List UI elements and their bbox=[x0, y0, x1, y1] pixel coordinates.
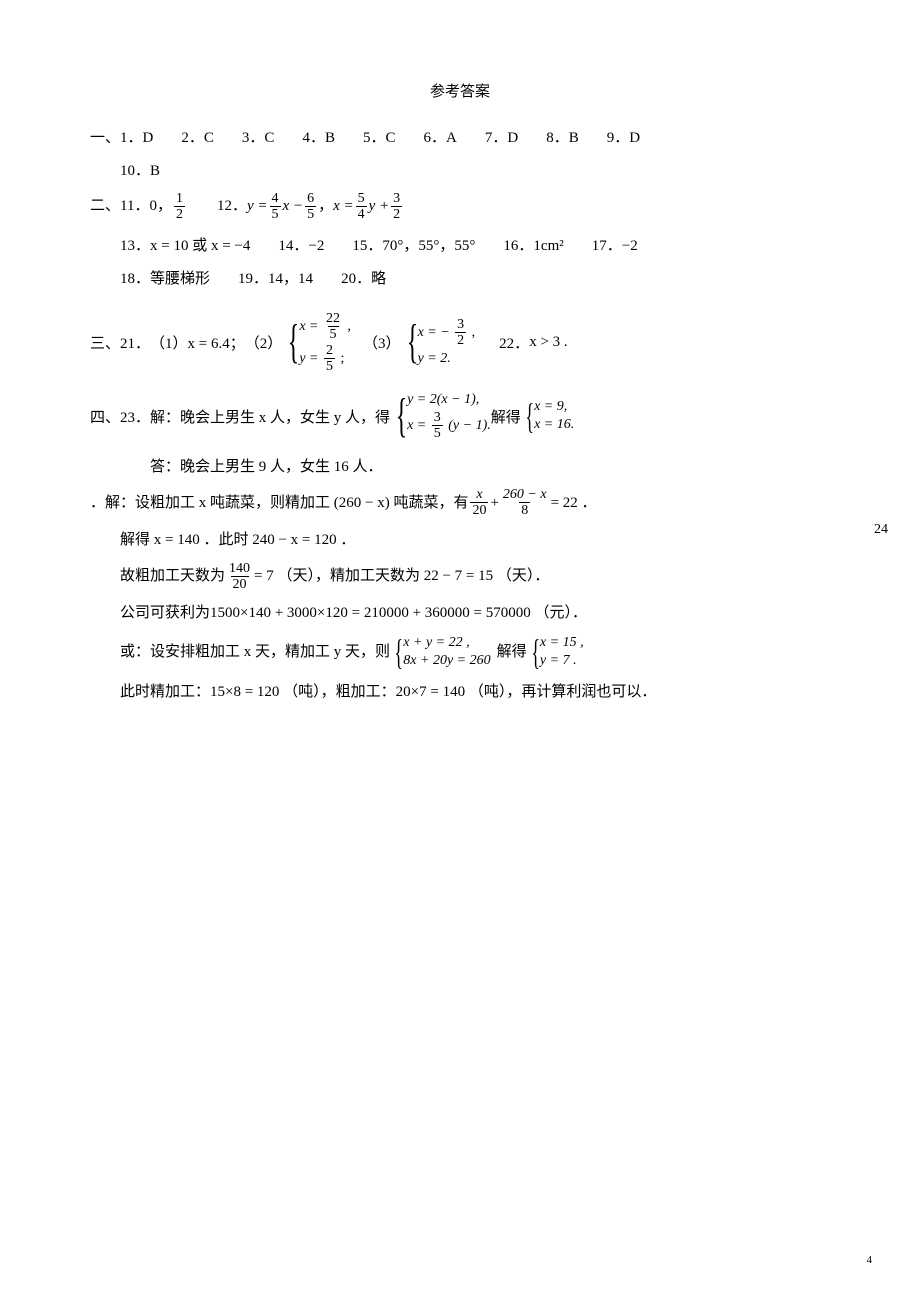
q12-label: 12． bbox=[217, 193, 247, 220]
q21-label: 21． bbox=[120, 332, 150, 353]
q7: 7．D bbox=[485, 125, 518, 152]
section-2-label: 二、 bbox=[90, 193, 120, 220]
q12-frac3: 5 4 bbox=[356, 191, 367, 223]
q16-label: 16． bbox=[503, 233, 533, 260]
q13-ans: x = 10 或 x = −4 bbox=[150, 233, 250, 260]
q8: 8．B bbox=[546, 125, 579, 152]
q12-frac2: 6 5 bbox=[305, 191, 316, 223]
q12-frac1: 4 5 bbox=[270, 191, 281, 223]
q15-label: 15． bbox=[352, 233, 382, 260]
q14-ans: −2 bbox=[308, 233, 324, 260]
q24-l6: 此时精加工：15×8 = 120 （吨），粗加工：20×7 = 140 （吨），… bbox=[90, 677, 830, 707]
q18-ans: 等腰梯形 bbox=[150, 266, 210, 293]
q21-p3-label: （3） bbox=[363, 332, 401, 353]
q17-label: 17． bbox=[592, 233, 622, 260]
section-3-row: 三、 21． （1） x = 6.4； （2） { x = 225 , y = … bbox=[90, 311, 830, 375]
section-2-row-1: 二、 11． 0， 1 2 12． y = 4 5 x − 6 5 ， x = … bbox=[90, 191, 830, 223]
section-3-label: 三、 bbox=[90, 332, 120, 353]
q23-text: 解：晚会上男生 x 人，女生 y 人，得 bbox=[150, 406, 390, 427]
q24-l3: 故粗加工天数为 14020 = 7 （天），精加工天数为 22 − 7 = 15… bbox=[90, 561, 830, 593]
q24-l2: 解得 x = 140 ．此时 240 − x = 120 ． bbox=[90, 525, 830, 555]
q1: 1．D bbox=[120, 125, 153, 152]
q24-l1: ．解：设粗加工 x 吨蔬菜，则精加工 (260 − x) 吨蔬菜，有 x20 +… bbox=[90, 487, 830, 519]
note-24: 24 bbox=[874, 522, 888, 538]
q4: 4．B bbox=[302, 125, 335, 152]
q21-p3-brace: { x = − 32 , y = 2. bbox=[401, 317, 476, 368]
q12-comma: ， bbox=[318, 193, 333, 220]
q19-label: 19． bbox=[238, 266, 268, 293]
q12-eq1-pre: y = bbox=[247, 193, 268, 220]
q6: 6．A bbox=[424, 125, 457, 152]
q18-label: 18． bbox=[120, 266, 150, 293]
q12-eq1-mid: x − bbox=[283, 193, 304, 220]
q9: 9．D bbox=[607, 125, 640, 152]
page-title: 参考答案 bbox=[90, 80, 830, 101]
q23-solve: 解得 bbox=[491, 406, 521, 427]
q24-l4: 公司可获利为1500×140 + 3000×120 = 210000 + 360… bbox=[90, 598, 830, 628]
q15-ans: 70°，55°，55° bbox=[382, 233, 475, 260]
q19-ans: 14，14 bbox=[268, 266, 313, 293]
q23-solution: { x = 9, x = 16. bbox=[521, 398, 574, 434]
section-2-row-2: 13． x = 10 或 x = −4 14． −2 15． 70°，55°，5… bbox=[90, 233, 830, 260]
q10: 10．B bbox=[120, 163, 160, 179]
q22-label: 22． bbox=[499, 332, 529, 353]
q21-p2-label: （2） bbox=[245, 332, 283, 353]
q12-frac4: 3 2 bbox=[391, 191, 402, 223]
q24-l5: 或：设安排粗加工 x 天，精加工 y 天，则 { x + y = 22 , 8x… bbox=[90, 634, 830, 670]
q12-eq2-mid: y + bbox=[369, 193, 390, 220]
q14-label: 14． bbox=[278, 233, 308, 260]
q23-answer: 答：晚会上男生 9 人，女生 16 人． bbox=[90, 454, 830, 481]
q11-a: 0， bbox=[149, 193, 172, 220]
q13-label: 13． bbox=[120, 233, 150, 260]
q24-l5-system: { x + y = 22 , 8x + 20y = 260 bbox=[390, 634, 491, 670]
q16-ans: 1cm² bbox=[533, 233, 563, 260]
q12-eq2-pre: x = bbox=[333, 193, 354, 220]
q20-ans: 略 bbox=[371, 266, 386, 293]
q22-ans: x > 3 . bbox=[529, 334, 567, 351]
q21-p2-brace: { x = 225 , y = 25 ; bbox=[282, 311, 351, 375]
q24-l5-solution: { x = 15 , y = 7 . bbox=[527, 634, 584, 670]
q5: 5．C bbox=[363, 125, 396, 152]
section-1-label: 一、 bbox=[90, 125, 120, 152]
section-2-row-3: 18． 等腰梯形 19． 14，14 20． 略 bbox=[90, 266, 830, 293]
q3: 3．C bbox=[242, 125, 275, 152]
q11-frac: 1 2 bbox=[174, 191, 185, 223]
section-1-row-1: 一、 1．D 2．C 3．C 4．B 5．C 6．A 7．D 8．B 9．D bbox=[90, 125, 830, 152]
q23-label: 23． bbox=[120, 406, 150, 427]
q21-p1-label: （1） bbox=[150, 332, 188, 353]
q21-p1-ans: x = 6.4； bbox=[188, 332, 245, 353]
q23-system: { y = 2(x − 1), x = 35 (y − 1). bbox=[390, 390, 491, 441]
q11-label: 11． bbox=[120, 193, 149, 220]
section-1-row-2: 10．B bbox=[90, 158, 830, 185]
q2: 2．C bbox=[181, 125, 214, 152]
page-number: 4 bbox=[867, 1254, 873, 1266]
q20-label: 20． bbox=[341, 266, 371, 293]
q17-ans: −2 bbox=[622, 233, 638, 260]
section-4-row-23: 四、 23． 解：晚会上男生 x 人，女生 y 人，得 { y = 2(x − … bbox=[90, 390, 830, 441]
q24-solution: ．解：设粗加工 x 吨蔬菜，则精加工 (260 − x) 吨蔬菜，有 x20 +… bbox=[90, 487, 830, 707]
section-4-label: 四、 bbox=[90, 406, 120, 427]
